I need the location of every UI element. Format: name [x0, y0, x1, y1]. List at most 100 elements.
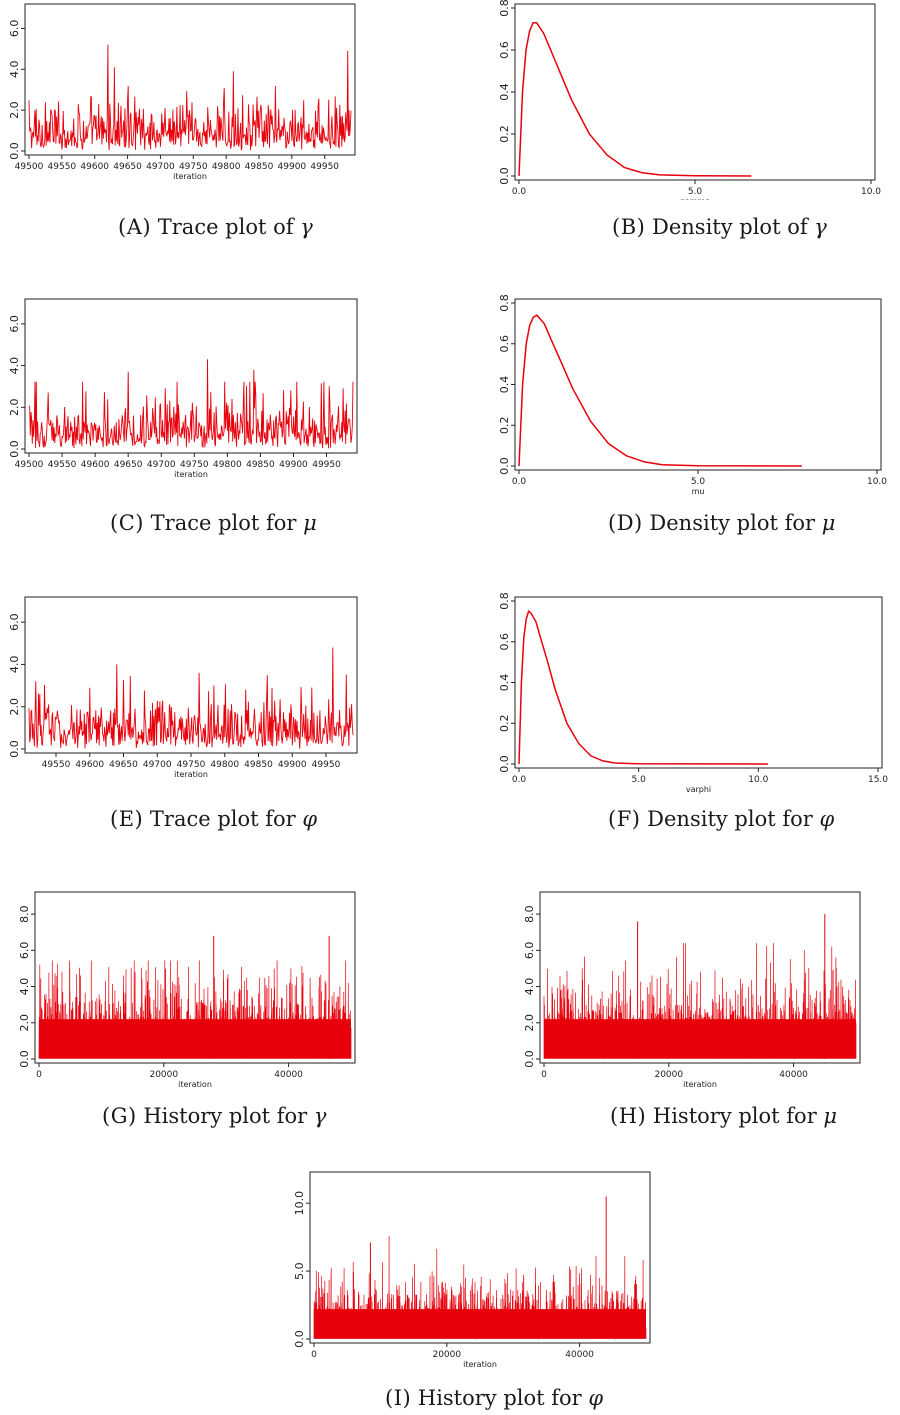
caption-symbol: μ [303, 511, 317, 535]
x-tick-label: 20000 [432, 1350, 461, 1360]
y-tick-label: 6.0 [8, 20, 21, 38]
x-tick-label: 49950 [312, 460, 341, 470]
x-tick-label: 49700 [143, 760, 172, 770]
x-tick-label: 49550 [48, 460, 77, 470]
y-tick-label: 0.6 [500, 41, 511, 59]
plot-frame [514, 596, 883, 769]
y-tick-label: 0.8 [500, 0, 511, 17]
caption-b: (B) Density plot of γ [612, 215, 827, 239]
x-tick-label: 49650 [109, 760, 138, 770]
chart-c: 0.0 2.0 4.0 6.0 49500 49550 49600 49650 49700 497… [8, 298, 358, 479]
chart-b: 0.0 0.2 0.4 0.6 0.8 0.0 5.0 10.0 gamma [500, 0, 881, 200]
caption-symbol: γ [313, 1104, 327, 1128]
y-tick-label: 0.0 [8, 440, 21, 458]
x-axis-label: varphi [686, 785, 711, 794]
plot-frame [34, 891, 356, 1064]
chart-h: 0.0 2.0 4.0 6.0 8.0 0 20000 40000 iteration [523, 891, 861, 1089]
chart-f: 0.0 0.2 0.4 0.6 0.8 0.0 5.0 10.0 15.0 varphi [500, 593, 888, 794]
y-tick-label: 5.0 [293, 1262, 306, 1280]
caption-symbol: γ [814, 215, 827, 239]
x-tick-label: 20000 [654, 1070, 683, 1080]
x-tick-label: 40000 [274, 1070, 303, 1080]
caption-symbol: μ [823, 1104, 838, 1128]
y-tick-label: 4.0 [523, 978, 536, 996]
y-tick-label: 0.4 [500, 674, 511, 692]
x-axis-label: mu [692, 487, 705, 496]
y-tick-label: 0.2 [500, 715, 511, 733]
y-tick-label: 0.8 [500, 593, 511, 610]
caption-symbol: φ [588, 1386, 604, 1410]
panel-f: 0.0 0.2 0.4 0.6 0.8 0.0 5.0 10.0 15.0 varphi [500, 593, 890, 798]
y-tick-label: 8.0 [523, 905, 536, 923]
caption-d: (D) Density plot for μ [608, 511, 835, 535]
panel-a: 0.0 2.0 4.0 6.0 49500 49550 49600 49650 49700 497… [0, 0, 390, 210]
y-tick-label: 0.0 [500, 457, 511, 475]
y-tick-label: 0.0 [523, 1050, 536, 1068]
chart-g: 0.0 2.0 4.0 6.0 8.0 0 20000 40000 iteration [18, 891, 356, 1089]
caption-text: Density plot of [652, 215, 808, 239]
x-tick-label: 40000 [779, 1070, 808, 1080]
caption-label: (E) [110, 807, 144, 831]
y-tick-label: 6.0 [523, 942, 536, 960]
x-tick-label: 49900 [278, 162, 307, 172]
x-tick-label: 49500 [15, 162, 44, 172]
x-axis-label: iteration [463, 1360, 497, 1369]
caption-f: (F) Density plot for φ [608, 807, 834, 831]
y-tick-label: 2.0 [8, 698, 21, 716]
history-band-gamma [39, 1019, 351, 1059]
caption-label: (H) [610, 1104, 647, 1128]
caption-label: (F) [608, 807, 641, 831]
panel-d: 0.0 0.2 0.4 0.6 0.8 0.0 5.0 10.0 mu [500, 295, 890, 500]
x-tick-label: 49850 [246, 460, 275, 470]
panel-e: 0.0 2.0 4.0 6.0 49550 49600 49650 49700 49750 498… [0, 593, 390, 798]
x-tick-label: 0.0 [512, 187, 527, 197]
y-tick-label: 2.0 [523, 1014, 536, 1032]
chart-d: 0.0 0.2 0.4 0.6 0.8 0.0 5.0 10.0 mu [500, 295, 887, 496]
x-tick-label: 10.0 [748, 775, 768, 785]
x-tick-label: 49750 [180, 460, 209, 470]
x-tick-label: 0 [36, 1070, 42, 1080]
x-tick-label: 49950 [312, 760, 341, 770]
y-tick-label: 0.2 [500, 125, 511, 143]
density-line-gamma [518, 21, 752, 177]
x-axis-label: iteration [178, 1080, 212, 1089]
x-tick-label: 49850 [245, 162, 274, 172]
y-tick-label: 4.0 [8, 61, 21, 79]
chart-a: 0.0 2.0 4.0 6.0 49500 49550 49600 49650 49700 497… [8, 3, 356, 181]
caption-symbol: φ [819, 807, 835, 831]
caption-label: (I) [385, 1386, 412, 1410]
history-band-mu [544, 1019, 856, 1059]
x-tick-label: 49950 [310, 162, 339, 172]
plot-frame [24, 298, 358, 454]
plot-frame [24, 3, 356, 156]
y-tick-label: 0.4 [500, 83, 511, 101]
x-tick-label: 49750 [179, 162, 208, 172]
caption-label: (D) [608, 511, 643, 535]
caption-text: Trace plot of [157, 215, 294, 239]
y-tick-label: 0.0 [8, 740, 21, 758]
y-tick-label: 0.8 [500, 295, 511, 312]
caption-text: Trace plot for [149, 807, 296, 831]
caption-text: Density plot for [649, 511, 816, 535]
x-tick-label: 49700 [147, 460, 176, 470]
y-tick-label: 10.0 [293, 1191, 306, 1216]
y-tick-label: 4.0 [18, 978, 31, 996]
x-axis-label: gamma [680, 197, 711, 200]
y-tick-label: 0.0 [500, 755, 511, 773]
y-tick-label: 8.0 [18, 905, 31, 923]
panel-h: 0.0 2.0 4.0 6.0 8.0 0 20000 40000 iteration [505, 888, 900, 1093]
y-tick-label: 0.0 [18, 1050, 31, 1068]
caption-i: (I) History plot for φ [385, 1386, 603, 1410]
x-tick-label: 10.0 [861, 187, 881, 197]
x-tick-label: 49600 [81, 460, 110, 470]
caption-label: (G) [102, 1104, 137, 1128]
panel-i: 0.0 5.0 10.0 0 20000 40000 iteration [280, 1168, 680, 1378]
caption-text: Trace plot for [150, 511, 297, 535]
caption-symbol: φ [302, 807, 318, 831]
x-tick-label: 49700 [146, 162, 175, 172]
x-tick-label: 20000 [149, 1070, 178, 1080]
x-axis-label: iteration [174, 770, 208, 779]
caption-e: (E) Trace plot for φ [110, 807, 317, 831]
x-axis-label: iteration [683, 1080, 717, 1089]
x-axis-label: iteration [173, 172, 207, 181]
